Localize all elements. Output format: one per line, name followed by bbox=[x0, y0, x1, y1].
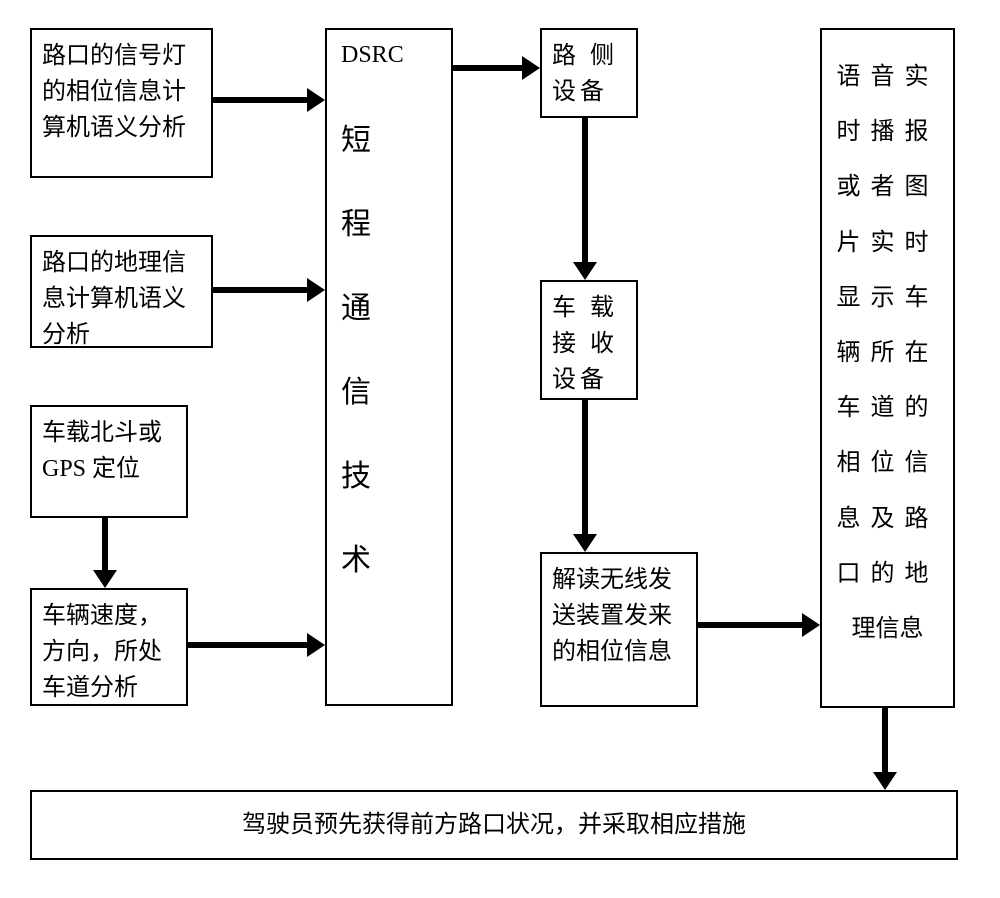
box-decode: 解读无线发送装置发来的相位信息 bbox=[540, 552, 698, 707]
box-gps: 车载北斗或 GPS 定位 bbox=[30, 405, 188, 518]
box-roadside: 路 侧设备 bbox=[540, 28, 638, 118]
arrow-roadside-onboard bbox=[582, 118, 588, 262]
arrow-decode-display bbox=[698, 622, 802, 628]
text-vehicle-analysis: 车辆速度，方向，所处车道分析 bbox=[42, 603, 162, 701]
text-dsrc-header: DSRC bbox=[341, 42, 404, 69]
arrowhead-decode-display bbox=[802, 613, 820, 637]
arrow-gps-vehicle bbox=[102, 518, 108, 570]
text-geo-info: 路口的地理信息计算机语义分析 bbox=[42, 250, 186, 348]
text-onboard-rx: 车 载接 收设备 bbox=[552, 295, 618, 393]
arrowhead-geo-dsrc bbox=[307, 278, 325, 302]
box-vehicle-analysis: 车辆速度，方向，所处车道分析 bbox=[30, 588, 188, 706]
arrow-dsrc-roadside bbox=[453, 65, 522, 71]
text-driver: 驾驶员预先获得前方路口状况，并采取相应措施 bbox=[242, 807, 746, 843]
box-display: 语音实 时播报 或者图 片实时 显示车 辆所在 车道的 相位信 息及路 口的地 … bbox=[820, 28, 955, 708]
text-signal-phase: 路口的信号灯的相位信息计算机语义分析 bbox=[42, 43, 186, 141]
arrowhead-display-driver bbox=[873, 772, 897, 790]
box-onboard-rx: 车 载接 收设备 bbox=[540, 280, 638, 400]
text-roadside: 路 侧设备 bbox=[552, 43, 618, 105]
box-geo-info: 路口的地理信息计算机语义分析 bbox=[30, 235, 213, 348]
text-gps: 车载北斗或 GPS 定位 bbox=[42, 420, 162, 482]
arrowhead-vehicle-dsrc bbox=[307, 633, 325, 657]
arrowhead-signal-dsrc bbox=[307, 88, 325, 112]
text-dsrc-vertical: 短 程 通 信 技 术 bbox=[341, 99, 371, 603]
box-driver: 驾驶员预先获得前方路口状况，并采取相应措施 bbox=[30, 790, 958, 860]
text-display-vertical: 语音实 时播报 或者图 片实时 显示车 辆所在 车道的 相位信 息及路 口的地 … bbox=[837, 50, 939, 657]
box-dsrc: DSRC 短 程 通 信 技 术 bbox=[325, 28, 453, 706]
arrowhead-dsrc-roadside bbox=[522, 56, 540, 80]
arrow-onboard-decode bbox=[582, 400, 588, 534]
arrowhead-onboard-decode bbox=[573, 534, 597, 552]
arrowhead-roadside-onboard bbox=[573, 262, 597, 280]
arrowhead-gps-vehicle bbox=[93, 570, 117, 588]
arrow-signal-dsrc bbox=[213, 97, 307, 103]
text-decode: 解读无线发送装置发来的相位信息 bbox=[552, 567, 672, 665]
box-signal-phase: 路口的信号灯的相位信息计算机语义分析 bbox=[30, 28, 213, 178]
arrow-vehicle-dsrc bbox=[188, 642, 307, 648]
arrow-display-driver bbox=[882, 708, 888, 772]
arrow-geo-dsrc bbox=[213, 287, 307, 293]
